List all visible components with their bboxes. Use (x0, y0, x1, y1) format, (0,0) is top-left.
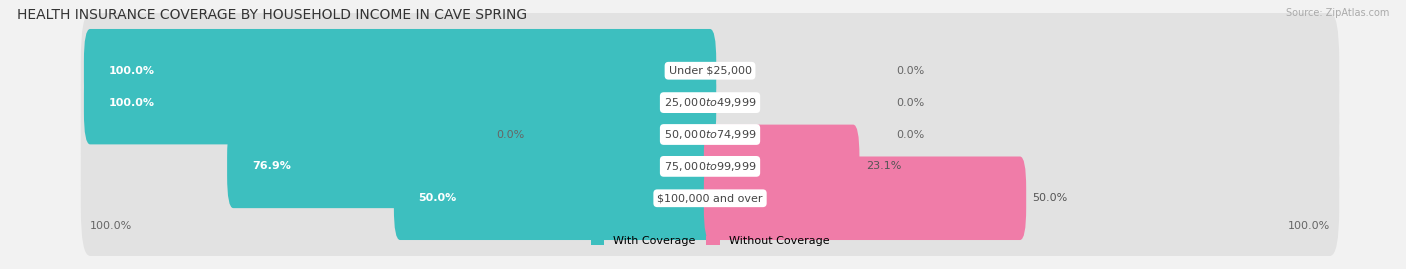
Text: HEALTH INSURANCE COVERAGE BY HOUSEHOLD INCOME IN CAVE SPRING: HEALTH INSURANCE COVERAGE BY HOUSEHOLD I… (17, 8, 527, 22)
FancyBboxPatch shape (394, 157, 716, 240)
Text: 0.0%: 0.0% (896, 66, 924, 76)
Text: 0.0%: 0.0% (496, 129, 524, 140)
Text: 100.0%: 100.0% (108, 98, 155, 108)
Text: $75,000 to $99,999: $75,000 to $99,999 (664, 160, 756, 173)
FancyBboxPatch shape (84, 29, 716, 112)
Text: Source: ZipAtlas.com: Source: ZipAtlas.com (1285, 8, 1389, 18)
FancyBboxPatch shape (80, 141, 1340, 256)
Text: $25,000 to $49,999: $25,000 to $49,999 (664, 96, 756, 109)
Text: 100.0%: 100.0% (90, 221, 132, 231)
Text: 50.0%: 50.0% (1032, 193, 1067, 203)
FancyBboxPatch shape (80, 77, 1340, 192)
Text: Under $25,000: Under $25,000 (668, 66, 752, 76)
FancyBboxPatch shape (704, 157, 1026, 240)
Text: 100.0%: 100.0% (1288, 221, 1330, 231)
FancyBboxPatch shape (228, 125, 716, 208)
FancyBboxPatch shape (80, 13, 1340, 128)
Text: 50.0%: 50.0% (419, 193, 457, 203)
FancyBboxPatch shape (80, 109, 1340, 224)
Text: 100.0%: 100.0% (108, 66, 155, 76)
Text: $50,000 to $74,999: $50,000 to $74,999 (664, 128, 756, 141)
Text: 76.9%: 76.9% (252, 161, 291, 171)
FancyBboxPatch shape (84, 61, 716, 144)
Text: 0.0%: 0.0% (896, 98, 924, 108)
FancyBboxPatch shape (704, 125, 859, 208)
Text: $100,000 and over: $100,000 and over (657, 193, 763, 203)
Legend: With Coverage, Without Coverage: With Coverage, Without Coverage (591, 236, 830, 246)
Text: 23.1%: 23.1% (866, 161, 901, 171)
FancyBboxPatch shape (80, 45, 1340, 160)
Text: 0.0%: 0.0% (896, 129, 924, 140)
